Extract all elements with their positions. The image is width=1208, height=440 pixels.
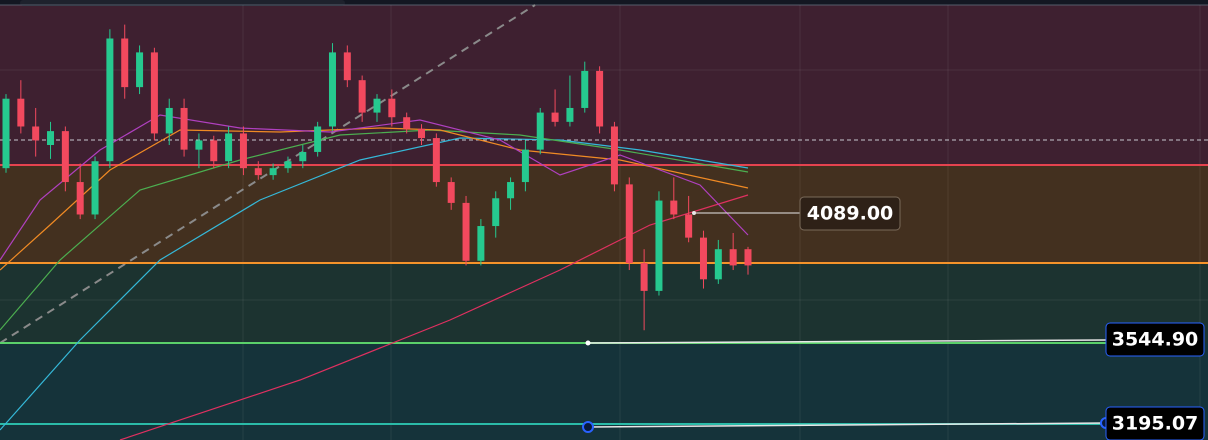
candles [2, 24, 752, 331]
price-label-box[interactable] [1105, 406, 1205, 440]
candle-body [299, 151, 307, 162]
candle-body [729, 249, 737, 266]
price-label: 4089.00 [807, 203, 894, 225]
candle-body [106, 38, 114, 162]
candle-body [358, 80, 366, 113]
candle-body [47, 131, 55, 146]
candle-body [76, 182, 84, 215]
brown-zone [0, 165, 1208, 263]
candle-body [714, 249, 722, 280]
trend-line [0, 4, 536, 344]
candle-body [432, 138, 440, 183]
candle-body [581, 70, 589, 108]
candle-body [225, 133, 233, 162]
candle-body [492, 198, 500, 227]
candle-body [685, 214, 693, 238]
candle-body [655, 200, 663, 291]
price-label: 3195.07 [1112, 413, 1199, 435]
candle-body [328, 52, 336, 127]
red-zone [0, 5, 1208, 165]
candle-body [462, 202, 470, 261]
candle-body [551, 112, 559, 122]
candle-body [239, 133, 247, 169]
candle-body [121, 38, 129, 88]
candle-body [17, 98, 25, 127]
candle-body [254, 168, 262, 176]
price-label: 3544.90 [1112, 329, 1199, 351]
candle-body [610, 126, 618, 185]
candle-body [596, 70, 604, 127]
label-leader [587, 422, 1107, 428]
candle-body [566, 107, 574, 122]
candle-body [418, 128, 426, 139]
grid [0, 5, 1208, 440]
candle-body [61, 131, 69, 183]
candle-body [699, 237, 707, 280]
candle-body [670, 200, 678, 215]
candle-body [210, 140, 218, 162]
price-label-box[interactable] [1105, 322, 1205, 357]
candle-body [536, 112, 544, 150]
candle-body [284, 161, 292, 169]
anchor-handle[interactable] [582, 421, 594, 433]
candle-body [507, 182, 515, 199]
candle-body [165, 107, 173, 134]
candle-body [2, 98, 10, 169]
candle-body [195, 140, 203, 150]
candle-body [150, 52, 158, 134]
candle-body [521, 149, 529, 183]
candle-body [625, 184, 633, 264]
candle-body [477, 226, 485, 261]
teal-zone [0, 343, 1208, 440]
candle-body [744, 249, 752, 266]
candle-body [32, 126, 40, 141]
candle-body [343, 52, 351, 81]
candle-body [269, 168, 277, 176]
green-zone [0, 263, 1208, 343]
anchor-dot [585, 340, 591, 346]
candle-body [640, 263, 648, 291]
candle-body [136, 52, 144, 88]
candle-body [373, 98, 381, 113]
candle-body [91, 161, 99, 215]
candle-body [388, 98, 396, 118]
candle-body [180, 107, 188, 150]
anchor-dot [692, 211, 696, 215]
candle-body [314, 126, 322, 152]
price-label-box[interactable] [799, 196, 901, 231]
candle-body [447, 182, 455, 203]
label-leader [587, 339, 1107, 344]
candle-body [403, 117, 411, 129]
